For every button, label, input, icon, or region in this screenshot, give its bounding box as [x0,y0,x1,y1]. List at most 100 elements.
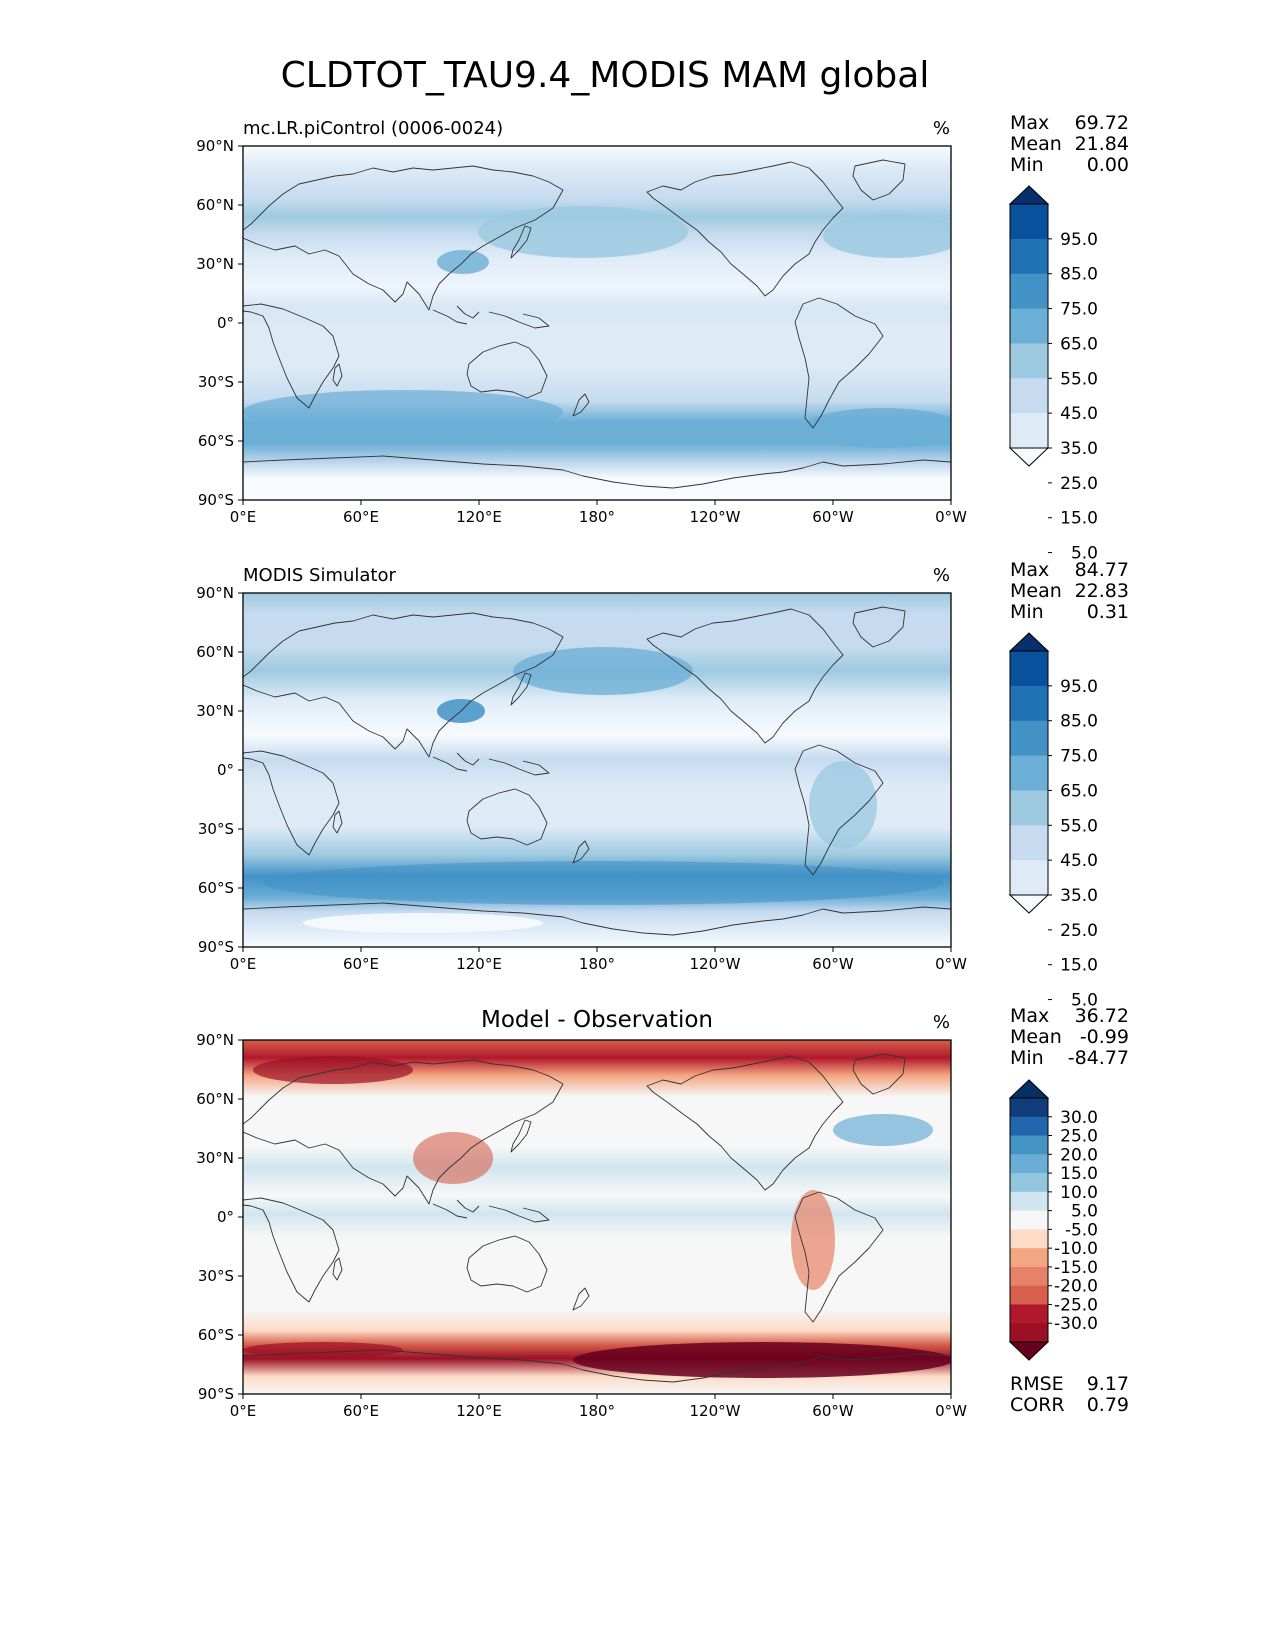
metric-value-rmse: 9.17 [1087,1373,1129,1395]
y-tick-label: 30°N [196,702,234,720]
stats-difference: Max Mean Min 36.72 -0.99 -84.77 [1010,1005,1129,1069]
colorbar-swatch [1010,308,1048,344]
colorbar-label: 25.0 [1060,474,1098,494]
colorbar-label: 75.0 [1060,747,1098,767]
colorbar-label: 20.0 [1060,1145,1098,1165]
colorbar-extend-top [1008,632,1050,652]
colorbar-swatch [1010,238,1048,275]
x-tick-label: 0°E [230,508,257,526]
x-tick-label: 0°E [230,955,257,973]
x-tick-label: 0°W [935,955,967,973]
stat-value-max: 69.72 [1075,112,1129,134]
colorbar-swatch [1010,1266,1048,1287]
colorbar-swatch [1010,790,1048,826]
stat-label-mean: Mean [1010,133,1062,155]
colorbar-label: 5.0 [1071,991,1098,1011]
colorbar-label: -25.0 [1054,1295,1098,1315]
stat-value-max: 84.77 [1075,559,1129,581]
stat-label-mean: Mean [1010,1026,1062,1048]
y-tick-label: 30°S [198,373,234,391]
x-tick-label: 120°E [456,1402,502,1420]
colorbar-swatch [1010,1116,1048,1137]
x-tick-label: 120°W [690,1402,741,1420]
field-region [263,861,943,905]
units-label: % [933,565,950,586]
colorbar-frame [1009,650,1049,896]
y-tick-label: 60°S [198,879,234,897]
main-title: CLDTOT_TAU9.4_MODIS MAM global [281,55,930,96]
field-region [833,1114,933,1146]
y-tick-label: 60°N [196,196,234,214]
stat-value-mean: 21.84 [1075,133,1129,155]
x-tick-label: 60°E [343,508,379,526]
units-label: % [933,118,950,139]
x-tick-label: 180° [579,955,615,973]
panel-model: mc.LR.piControl (0006-0024) % 0°E 60°E 120… [196,112,1129,564]
colorbar-label: 35.0 [1060,439,1098,459]
colorbar-label: 45.0 [1060,404,1098,424]
stats-observation: Max Mean Min 84.77 22.83 0.31 [1010,559,1129,623]
metric-label-corr: CORR [1010,1394,1065,1416]
stat-label-max: Max [1010,559,1049,581]
y-tick-label: 60°N [196,1090,234,1108]
colorbar-label: 15.0 [1060,956,1098,976]
y-tick-label: 30°N [196,255,234,273]
colorbar-label: 25.0 [1060,921,1098,941]
colorbar-frame [1009,203,1049,449]
colorbar-label: -20.0 [1054,1277,1098,1297]
colorbar-frame [1009,1097,1049,1343]
metric-label-rmse: RMSE [1010,1373,1064,1395]
x-tick-label: 120°W [690,955,741,973]
stat-label-min: Min [1010,1047,1044,1069]
colorbar-swatch [1010,273,1048,310]
map-field-model [243,146,951,500]
y-tick-label: 60°N [196,643,234,661]
colorbar-label: 15.0 [1060,1164,1098,1184]
colorbar-extend-bottom [1008,447,1050,467]
colorbar-swatch [1010,825,1048,861]
colorbar-swatch [1010,1154,1048,1174]
colorbar-label: 85.0 [1060,712,1098,732]
field-region [823,214,951,258]
x-tick-label: 60°W [812,508,854,526]
map-difference [242,1039,952,1395]
y-tick-label: 60°S [198,1326,234,1344]
colorbar-label: -30.0 [1054,1314,1098,1334]
colorbar-difference: 30.025.020.015.010.05.0-5.0-10.0-15.0-20… [1008,1079,1098,1361]
x-tick-label: 60°W [812,955,854,973]
y-tick-label: 0° [217,314,234,332]
y-tick-label: 90°S [198,1385,234,1403]
stat-value-min: -84.77 [1068,1047,1129,1069]
x-tick-label: 0°W [935,508,967,526]
colorbar-label: 95.0 [1060,230,1098,250]
stat-label-max: Max [1010,1005,1049,1027]
colorbar-label: 55.0 [1060,816,1098,836]
colorbar-swatch [1010,685,1048,722]
map-observation [242,592,952,948]
colorbar-swatch [1010,1248,1048,1268]
stat-value-mean: 22.83 [1075,580,1129,602]
metrics-difference: RMSE CORR 9.17 0.79 [1010,1373,1129,1416]
map-model [242,145,952,501]
y-tick-label: 30°S [198,1267,234,1285]
stat-value-min: 0.31 [1087,601,1129,623]
stats-model: Max Mean Min 69.72 21.84 0.00 [1010,112,1129,176]
panel-observation: MODIS Simulator % 0°E 60°E 120°E 180° 120°W 6… [196,559,1129,1011]
x-tick-label: 180° [579,1402,615,1420]
y-tick-label: 90°S [198,938,234,956]
y-tick-label: 90°N [196,1031,234,1049]
colorbar-model: 95.0 85.0 75.0 65.0 55.0 45.0 35.0 25.0 15.0 5.0 [1008,185,1098,564]
stat-value-min: 0.00 [1087,154,1129,176]
y-tick-label: 60°S [198,432,234,450]
colorbar-extend-top [1008,1079,1050,1099]
metric-value-corr: 0.79 [1087,1394,1129,1416]
colorbar-label: -10.0 [1054,1239,1098,1259]
x-tick-label: 120°E [456,508,502,526]
x-tick-label: 60°E [343,955,379,973]
axis-ticks-observation: 0°E 60°E 120°E 180° 120°W 60°W 0°W 90°N 60°N 30°N… [196,584,967,973]
x-tick-label: 180° [579,508,615,526]
colorbar-swatch [1010,720,1048,757]
colorbar-label: -15.0 [1054,1258,1098,1278]
y-tick-label: 30°S [198,820,234,838]
